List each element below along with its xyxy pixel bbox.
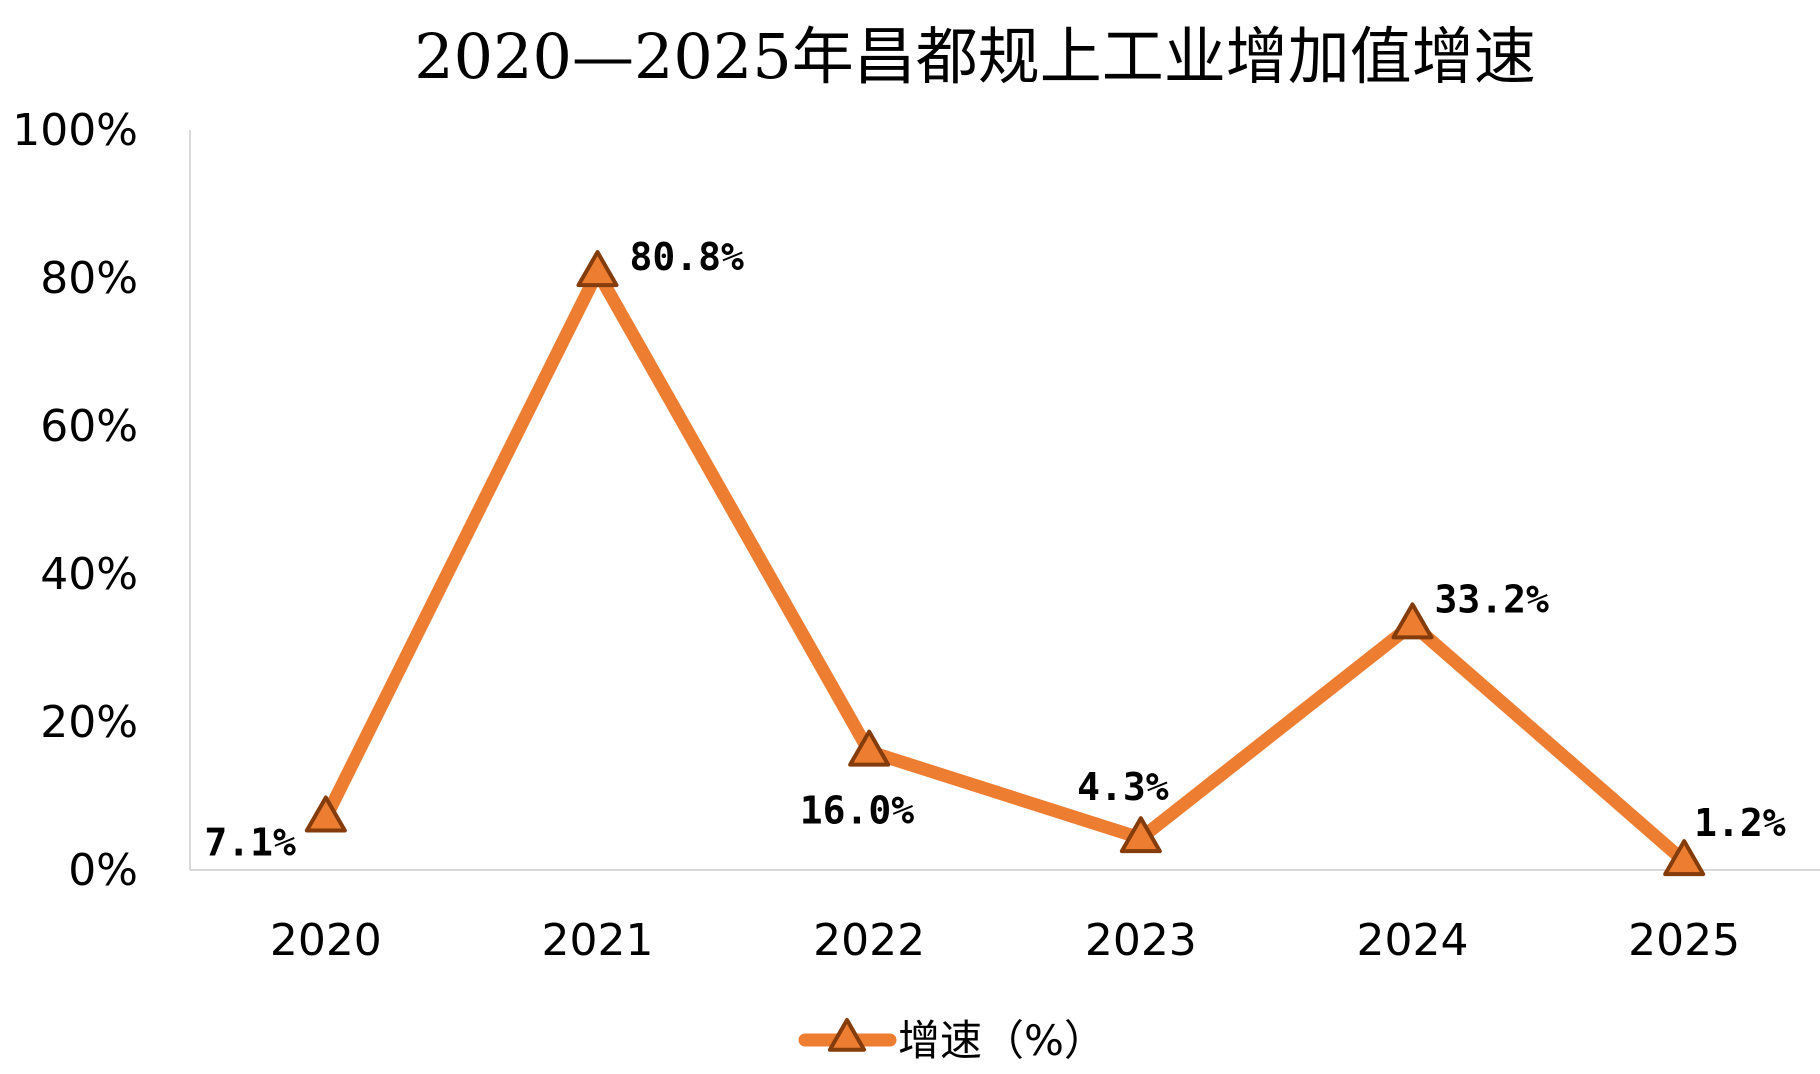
data-point-marker: [1391, 602, 1434, 640]
x-tick-label: 2025: [1628, 915, 1740, 966]
y-tick-label: 20%: [40, 697, 138, 748]
y-tick-label: 40%: [40, 549, 138, 600]
axes: [189, 130, 1820, 871]
chart-title: 2020—2025年昌都规上工业增加值增速: [414, 20, 1536, 93]
data-point-marker: [1663, 839, 1706, 877]
x-tick-label: 2023: [1085, 915, 1197, 966]
y-tick-label: 60%: [40, 401, 138, 452]
x-tick-label: 2021: [542, 915, 654, 966]
x-tick-label: 2022: [813, 915, 925, 966]
y-tick-label: 100%: [12, 105, 138, 156]
data-label: 7.1%: [204, 820, 296, 864]
legend-label: 增速（%）: [898, 1016, 1106, 1065]
legend: 增速（%）: [798, 1016, 1106, 1065]
data-label: 1.2%: [1694, 801, 1786, 845]
data-label: 16.0%: [800, 789, 915, 833]
data-point-marker: [1119, 816, 1162, 854]
data-point-marker: [576, 250, 619, 288]
legend-triangle-marker-icon: [827, 1018, 867, 1052]
x-tick-label: 2024: [1357, 915, 1469, 966]
y-tick-label: 0%: [68, 845, 138, 896]
data-label: 80.8%: [630, 235, 745, 279]
x-axis-tick-labels: 2020 2021 2022 2023 2024 2025: [270, 915, 1740, 966]
series-line-layer: [319, 265, 1691, 868]
data-label: 33.2%: [1435, 577, 1550, 621]
data-labels: 7.1% 80.8% 16.0% 4.3% 33.2% 1.2%: [204, 235, 1785, 864]
y-axis-tick-labels: 0% 20% 40% 60% 80% 100%: [12, 105, 138, 896]
series-markers: [304, 250, 1706, 877]
data-point-marker: [304, 795, 347, 833]
data-point-marker: [848, 729, 891, 767]
y-tick-label: 80%: [40, 253, 138, 304]
series-line: [319, 265, 1691, 868]
x-tick-label: 2020: [270, 915, 382, 966]
data-label: 4.3%: [1077, 765, 1169, 809]
